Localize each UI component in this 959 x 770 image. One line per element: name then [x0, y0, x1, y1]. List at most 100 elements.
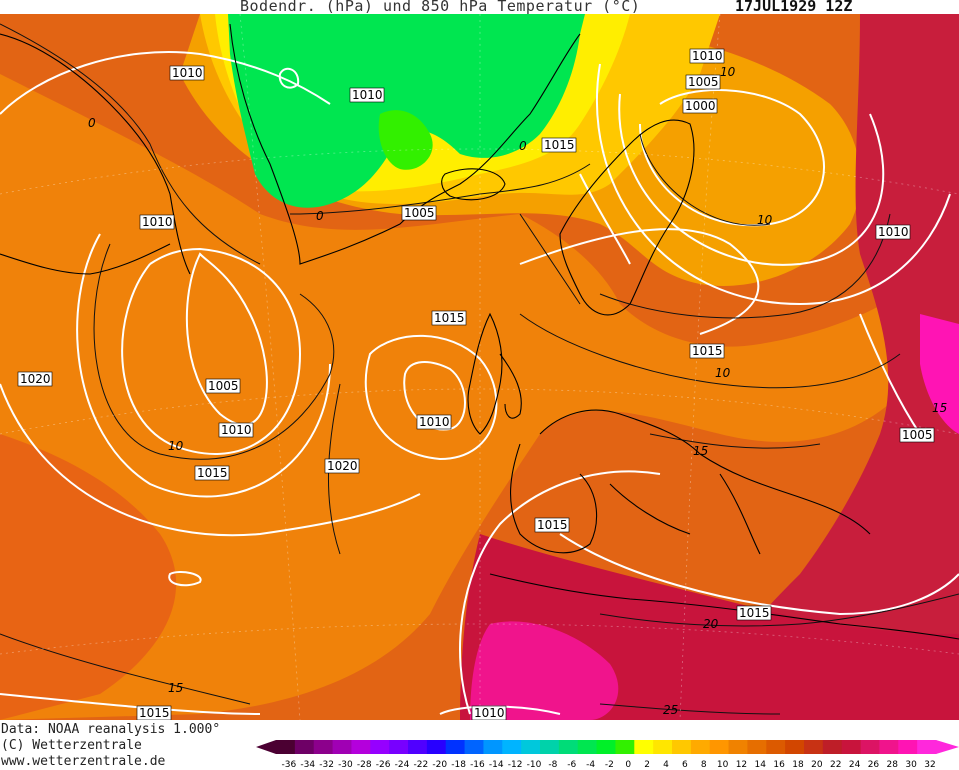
- scale-cell: [898, 740, 918, 754]
- svg-text:1015: 1015: [139, 706, 170, 720]
- scale-cell: [709, 740, 730, 754]
- scale-tick-label: -12: [508, 760, 523, 770]
- weather-map: 1010 1010 1015 1010 1005 1010 1005 1000 …: [0, 14, 959, 720]
- scale-tick-label: 16: [773, 760, 785, 770]
- isobar-label: 1015: [541, 137, 577, 153]
- isobar-label: 1015: [136, 705, 172, 720]
- scale-arrow-left: [256, 740, 276, 754]
- scale-cell: [860, 740, 880, 754]
- scale-arrow-right: [936, 740, 959, 754]
- scale-tick-label: -26: [376, 760, 391, 770]
- isobar-label: 1015: [689, 343, 725, 359]
- scale-tick-label: 6: [682, 760, 688, 770]
- isotherm-label: 0: [316, 209, 324, 223]
- isobar-label: 1015: [534, 517, 570, 533]
- scale-cell: [276, 740, 296, 754]
- isobar-label: 1010: [416, 414, 452, 430]
- svg-text:1015: 1015: [739, 606, 770, 620]
- scale-tick-label: 24: [849, 760, 861, 770]
- copyright-credit: (C) Wetterzentrale: [1, 738, 142, 753]
- svg-text:1010: 1010: [474, 706, 505, 720]
- scale-tick-label: -22: [414, 760, 429, 770]
- scale-cell: [389, 740, 409, 754]
- isobar-label: 1005: [205, 378, 241, 394]
- svg-text:1005: 1005: [902, 428, 933, 442]
- map-title: Bodendr. (hPa) und 850 hPa Temperatur (°…: [240, 0, 641, 15]
- scale-cell: [521, 740, 541, 754]
- scale-cell: [917, 740, 937, 754]
- isotherm-label: 20: [703, 617, 719, 631]
- svg-text:1015: 1015: [197, 466, 228, 480]
- scale-cell: [408, 740, 428, 754]
- isobar-label: 1005: [401, 205, 437, 221]
- scale-cell: [464, 740, 484, 754]
- scale-tick-label: -6: [567, 760, 576, 770]
- scale-cell: [483, 740, 503, 754]
- isobar-label: 1015: [194, 465, 230, 481]
- svg-text:1010: 1010: [692, 49, 723, 63]
- isobar-label: 1000: [682, 98, 718, 114]
- scale-tick-label: 30: [905, 760, 917, 770]
- scale-tick-label: -8: [548, 760, 557, 770]
- scale-cell: [558, 740, 579, 754]
- isobar-label: 1010: [218, 422, 254, 438]
- isobar-label: 1015: [736, 605, 772, 621]
- scale-tick-label: -28: [357, 760, 372, 770]
- scale-tick-label: -36: [282, 760, 297, 770]
- scale-tick-label: -4: [586, 760, 595, 770]
- svg-text:1015: 1015: [537, 518, 568, 532]
- svg-text:1010: 1010: [352, 88, 383, 102]
- isobar-label: 1005: [685, 74, 721, 90]
- temperature-field-sw: [0, 434, 177, 720]
- temperature-field-orange: [0, 74, 900, 720]
- svg-text:1005: 1005: [688, 75, 719, 89]
- website-credit: www.wetterzentrale.de: [1, 754, 166, 769]
- scale-tick-label: -2: [605, 760, 614, 770]
- scale-cell: [445, 740, 466, 754]
- svg-text:1020: 1020: [327, 459, 358, 473]
- scale-tick-label: 18: [792, 760, 804, 770]
- isobar-label: 1005: [899, 427, 935, 443]
- scale-tick-label: 0: [625, 760, 631, 770]
- isotherm-labels: 0 0 0 10 10 10 10 15 15 15 20 25: [88, 65, 947, 717]
- scale-tick-label: -32: [319, 760, 334, 770]
- scale-cell: [351, 740, 371, 754]
- isotherm-label: 10: [757, 213, 773, 227]
- svg-text:1010: 1010: [172, 66, 203, 80]
- scale-tick-label: 28: [887, 760, 899, 770]
- isotherm-label: 10: [715, 366, 731, 380]
- scale-tick-label: -18: [451, 760, 466, 770]
- temperature-field-green: [228, 14, 585, 208]
- isotherms: [0, 23, 959, 715]
- isobar-label: 1010: [689, 48, 725, 64]
- svg-text:1010: 1010: [878, 225, 909, 239]
- lat-lon-grid: [0, 14, 959, 720]
- isotherm-label: 10: [720, 65, 736, 79]
- temperature-field-magenta-east: [920, 314, 959, 434]
- scale-tick-label: 2: [644, 760, 650, 770]
- scale-cell: [766, 740, 786, 754]
- isobar-label: 1015: [431, 310, 467, 326]
- temperature-field-magenta-africa: [470, 621, 619, 720]
- isotherm-label: 10: [168, 439, 184, 453]
- svg-text:1000: 1000: [685, 99, 716, 113]
- scale-cell: [540, 740, 560, 754]
- svg-text:1015: 1015: [544, 138, 575, 152]
- scale-cell: [615, 740, 635, 754]
- scale-tick-label: 10: [717, 760, 729, 770]
- scale-tick-label: 22: [830, 760, 841, 770]
- scale-cell: [634, 740, 654, 754]
- svg-text:1010: 1010: [221, 423, 252, 437]
- scale-cell: [294, 740, 315, 754]
- scale-cell: [804, 740, 824, 754]
- isobar-label: 1010: [169, 65, 205, 81]
- svg-text:1015: 1015: [434, 311, 465, 325]
- isobar-label: 1010: [349, 87, 385, 103]
- svg-text:1015: 1015: [692, 344, 723, 358]
- isobar-label: 1020: [324, 458, 360, 474]
- scale-tick-label: -30: [338, 760, 353, 770]
- scale-cell: [747, 740, 767, 754]
- scale-cell: [426, 740, 447, 754]
- scale-tick-label: 26: [868, 760, 880, 770]
- scale-cell: [577, 740, 598, 754]
